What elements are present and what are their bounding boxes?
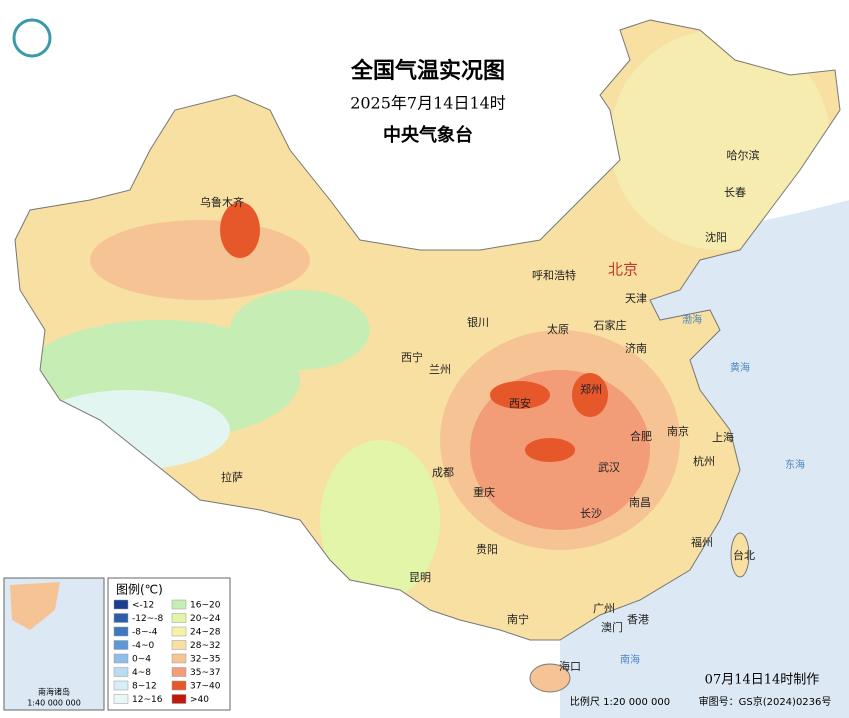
legend-label: 32~35 — [190, 655, 220, 665]
legend-swatch — [113, 640, 129, 650]
city: 哈尔滨 — [727, 148, 760, 162]
sea-label: 南海 — [620, 653, 640, 666]
city: 石家庄 — [594, 318, 627, 332]
legend-label: 28~32 — [190, 641, 220, 651]
agency: 中央气象台 — [383, 124, 473, 146]
city-labels: 乌鲁木齐 哈尔滨 长春 沈阳 呼和浩特 北京 天津 银川 太原 石家庄 西宁 兰… — [200, 148, 760, 673]
city: 贵阳 — [476, 543, 498, 556]
city: 兰州 — [429, 363, 451, 376]
legend-swatch — [113, 680, 129, 691]
sea-label: 黄海 — [730, 361, 750, 374]
city: 重庆 — [473, 485, 495, 499]
city: 西宁 — [401, 350, 423, 364]
logo — [12, 18, 52, 58]
city: 沈阳 — [705, 230, 727, 244]
city: 成都 — [432, 466, 454, 479]
inset-title: 南海诸岛 — [38, 687, 70, 697]
legend-swatch — [171, 694, 187, 704]
legend-label: -8~-4 — [132, 628, 158, 638]
legend-swatch — [171, 653, 187, 664]
legend: 图例(℃) <-12 -12~-8 -8~-4 -4~0 0~4 4~8 8~12 12~16… — [107, 577, 231, 711]
legend-label: 35~37 — [190, 668, 220, 678]
city: 武汉 — [598, 461, 620, 474]
city: 海口 — [559, 659, 581, 673]
city: 呼和浩特 — [532, 268, 576, 282]
legend-label: 8~12 — [132, 682, 157, 692]
legend-label: 16~20 — [190, 601, 221, 611]
legend-swatch — [113, 653, 129, 664]
hainan — [529, 663, 571, 693]
legend-swatch — [171, 667, 187, 677]
legend-swatch — [171, 640, 187, 650]
legend-label: 20~24 — [190, 614, 221, 624]
legend-swatch — [113, 694, 129, 704]
legend-swatch — [171, 626, 187, 637]
city: 广州 — [593, 602, 615, 615]
city: 银川 — [467, 315, 489, 329]
city: 上海 — [712, 430, 734, 444]
legend-label: -4~0 — [132, 641, 155, 651]
city: 澳门 — [601, 620, 623, 634]
inset-scale: 1:40 000 000 — [27, 699, 81, 708]
city: 香港 — [627, 613, 649, 626]
legend-label: 12~16 — [132, 695, 163, 705]
legend-title: 图例(℃) — [116, 583, 163, 597]
legend-swatch — [113, 613, 129, 623]
legend-label: 24~28 — [190, 628, 221, 638]
city: 乌鲁木齐 — [200, 195, 244, 209]
city: 拉萨 — [221, 470, 243, 484]
approval: 审图号：GS京(2024)0236号 — [699, 695, 832, 708]
title: 全国气温实况图 — [350, 58, 505, 84]
sea-label: 东海 — [785, 458, 805, 471]
made-time: 07月14日14时制作 — [705, 673, 820, 688]
time: 2025年7月14日14时 — [350, 94, 506, 113]
city: 台北 — [733, 548, 755, 562]
border — [14, 19, 841, 641]
city: 南宁 — [507, 612, 529, 626]
legend-swatch — [171, 599, 187, 610]
legend-swatch — [171, 613, 187, 623]
legend-swatch — [113, 599, 129, 610]
city: 合肥 — [630, 429, 652, 443]
legend-label: >40 — [190, 695, 209, 705]
legend-label: 0~4 — [132, 655, 151, 665]
city: 济南 — [625, 341, 647, 355]
city: 西安 — [509, 396, 531, 410]
city: 昆明 — [409, 571, 431, 584]
legend-swatch — [113, 626, 129, 637]
city: 长春 — [724, 186, 746, 199]
taiwan — [730, 532, 750, 578]
city: 长沙 — [580, 507, 602, 520]
city: 太原 — [547, 323, 569, 336]
city: 南昌 — [629, 496, 651, 509]
legend-swatch — [113, 667, 129, 677]
city: 福州 — [691, 535, 713, 549]
legend-label: 4~8 — [132, 668, 151, 678]
city: 北京 — [608, 261, 638, 279]
legend-label: -12~-8 — [132, 614, 163, 624]
city: 杭州 — [693, 454, 715, 468]
city: 郑州 — [580, 382, 602, 396]
scale: 比例尺 1:20 000 000 — [570, 695, 670, 708]
sea-label: 渤海 — [682, 313, 702, 326]
city: 南京 — [667, 424, 689, 438]
legend-label: <-12 — [132, 601, 154, 611]
city: 天津 — [625, 292, 647, 305]
inset: 南海诸岛 1:40 000 000 — [3, 577, 105, 711]
inset-land — [10, 582, 60, 630]
legend-label: 37~40 — [190, 682, 221, 692]
legend-frame — [107, 577, 231, 711]
legend-swatch — [171, 680, 187, 691]
